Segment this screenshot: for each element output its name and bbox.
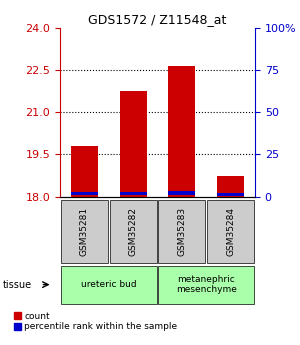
- Bar: [61, 200, 108, 263]
- Bar: [61, 266, 157, 304]
- Text: ureteric bud: ureteric bud: [81, 280, 136, 289]
- Bar: [169, 66, 195, 197]
- Text: GSM35281: GSM35281: [80, 207, 89, 256]
- Bar: [217, 176, 244, 197]
- Bar: [71, 146, 98, 197]
- Bar: [158, 200, 205, 263]
- Bar: [158, 266, 254, 304]
- Bar: [207, 200, 254, 263]
- Text: GSM35283: GSM35283: [177, 207, 186, 256]
- Text: GSM35284: GSM35284: [226, 207, 235, 256]
- Bar: [120, 91, 146, 197]
- Bar: [120, 191, 146, 195]
- Text: GSM35282: GSM35282: [129, 207, 138, 256]
- Text: metanephric
mesenchyme: metanephric mesenchyme: [176, 275, 237, 294]
- Bar: [217, 193, 244, 196]
- Text: tissue: tissue: [3, 280, 32, 289]
- Bar: [71, 191, 98, 195]
- Title: GDS1572 / Z11548_at: GDS1572 / Z11548_at: [88, 13, 227, 27]
- Bar: [110, 200, 157, 263]
- Legend: count, percentile rank within the sample: count, percentile rank within the sample: [14, 312, 178, 331]
- Bar: [169, 191, 195, 195]
